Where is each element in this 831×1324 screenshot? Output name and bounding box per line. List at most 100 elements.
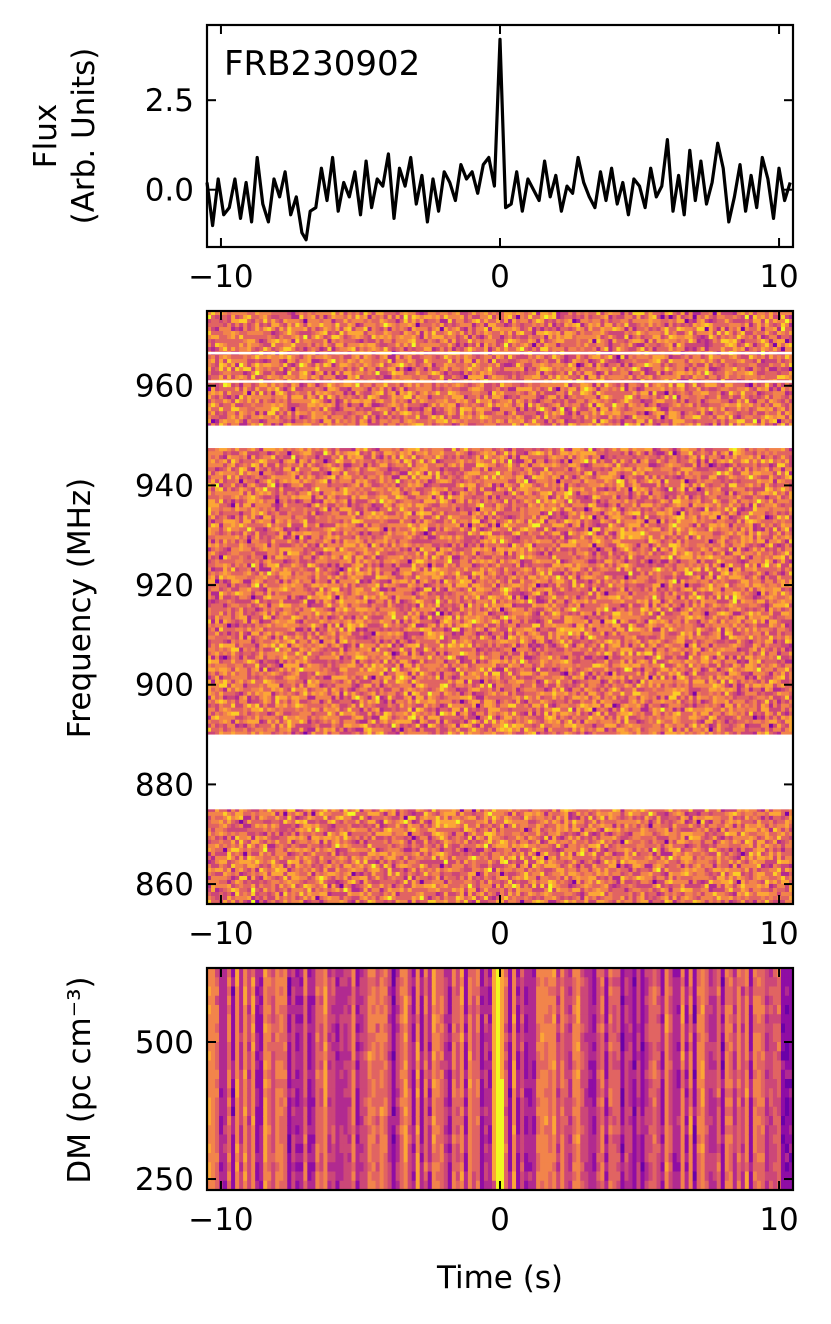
spectrum-cell <box>319 343 324 348</box>
spectrum-cell <box>444 419 449 424</box>
spectrum-cell <box>380 363 385 368</box>
spectrum-cell <box>211 355 216 360</box>
spectrum-cell <box>560 347 565 352</box>
spectrum-cell <box>295 315 300 320</box>
spectrum-cell <box>496 367 501 372</box>
spectrum-cell <box>504 343 509 348</box>
spectrum-cell <box>600 319 605 324</box>
spectrum-cell <box>785 411 790 416</box>
spectrum-cell <box>600 375 605 380</box>
spectrum-cell <box>528 371 533 376</box>
spectrum-cell <box>564 327 569 332</box>
spectrum-cell <box>223 339 228 344</box>
spectrum-cell <box>211 415 216 420</box>
spectrum-cell <box>653 375 658 380</box>
spectrum-cell <box>376 371 381 376</box>
spectrum-cell <box>661 415 666 420</box>
spectrum-cell <box>311 395 316 400</box>
spectrum-cell <box>604 355 609 360</box>
spectrum-cell <box>508 399 513 404</box>
spectrum-cell <box>729 387 734 392</box>
spectrum-cell <box>552 371 557 376</box>
spectrum-cell <box>235 323 240 328</box>
spectrum-cell <box>540 319 545 324</box>
spectrum-cell <box>588 387 593 392</box>
spectrum-cell <box>745 359 750 364</box>
spectrum-cell <box>512 387 517 392</box>
spectrum-cell <box>452 411 457 416</box>
spectrum-cell <box>761 411 766 416</box>
spectrum-cell <box>404 355 409 360</box>
spectrum-cell <box>544 383 549 388</box>
spectrum-cell <box>693 347 698 352</box>
spectrum-cell <box>612 375 617 380</box>
spectrum-cell <box>504 363 509 368</box>
spectrum-cell <box>657 315 662 320</box>
spectrum-cell <box>263 347 268 352</box>
spectrum-cell <box>319 327 324 332</box>
spectrum-cell <box>717 343 722 348</box>
spectrum-cell <box>512 343 517 348</box>
spectrum-cell <box>364 367 369 372</box>
spectrum-cell <box>440 383 445 388</box>
spectrum-cell <box>464 411 469 416</box>
spectrum-cell <box>636 419 641 424</box>
spectrum-cell <box>404 339 409 344</box>
spectrum-cell <box>516 391 521 396</box>
spectrum-cell <box>733 367 738 372</box>
spectrum-cell <box>412 335 417 340</box>
spectrum-cell <box>255 367 260 372</box>
spectrum-cell <box>512 367 517 372</box>
spectrum-cell <box>761 319 766 324</box>
spectrum-cell <box>283 391 288 396</box>
spectrum-cell <box>360 355 365 360</box>
spectrum-cell <box>669 327 674 332</box>
spectrum-cell <box>231 327 236 332</box>
spectrum-cell <box>372 387 377 392</box>
spectrum-cell <box>219 327 224 332</box>
spectrum-cell <box>307 335 312 340</box>
spectrum-cell <box>669 415 674 420</box>
spectrum-cell <box>564 343 569 348</box>
spectrum-cell <box>576 403 581 408</box>
spectrum-cell <box>323 375 328 380</box>
spectrum-cell <box>408 323 413 328</box>
spectrum-cell <box>777 391 782 396</box>
spectrum-cell <box>404 395 409 400</box>
spectrum-cell <box>516 319 521 324</box>
spectrum-cell <box>247 323 252 328</box>
spectrum-cell <box>440 399 445 404</box>
spectrum-cell <box>580 395 585 400</box>
spectrum-cell <box>757 371 762 376</box>
spectrum-cell <box>644 327 649 332</box>
spectrum-cell <box>420 387 425 392</box>
spectrum-cell <box>560 375 565 380</box>
spectrum-cell <box>632 335 637 340</box>
spectrum-cell <box>360 367 365 372</box>
spectrum-cell <box>343 331 348 336</box>
spectrum-cell <box>488 375 493 380</box>
spectrum-cell <box>372 371 377 376</box>
spectrum-cell <box>572 327 577 332</box>
spectrum-cell <box>448 407 453 412</box>
spectrum-cell <box>219 367 224 372</box>
spectrum-cell <box>468 323 473 328</box>
spectrum-cell <box>271 395 276 400</box>
spectrum-cell <box>689 403 694 408</box>
spectrum-cell <box>584 347 589 352</box>
spectrum-cell <box>347 339 352 344</box>
spectrum-cell <box>761 407 766 412</box>
spectrum-cell <box>504 391 509 396</box>
spectrum-cell <box>556 323 561 328</box>
spectrum-cell <box>468 343 473 348</box>
spectrum-cell <box>315 355 320 360</box>
spectrum-cell <box>319 419 324 424</box>
spectrum-cell <box>279 419 284 424</box>
spectrum-cell <box>701 367 706 372</box>
spectrum-cell <box>500 411 505 416</box>
spectrum-cell <box>259 407 264 412</box>
spectrum-cell <box>564 363 569 368</box>
spectrum-cell <box>705 343 710 348</box>
spectrum-cell <box>669 391 674 396</box>
spectrum-cell <box>291 415 296 420</box>
